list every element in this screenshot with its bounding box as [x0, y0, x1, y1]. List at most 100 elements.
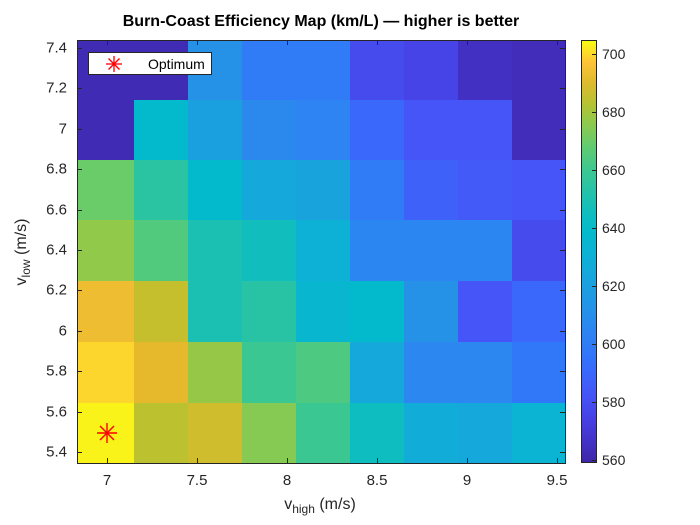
legend: Optimum: [88, 52, 212, 75]
heatmap-cell: [242, 281, 296, 342]
colorbar-tick: [592, 402, 597, 403]
y-tick-label: 6.6: [46, 201, 67, 219]
x-tick: [467, 40, 468, 45]
x-tick: [467, 458, 468, 463]
heatmap-cell: [458, 160, 512, 220]
asterisk-marker-icon: [106, 56, 122, 72]
heatmap-cell: [458, 403, 512, 463]
y-tick: [560, 412, 565, 413]
y-tick-label: 6.4: [46, 241, 67, 259]
heatmap-cell: [242, 403, 296, 463]
heatmap-cell: [458, 100, 512, 160]
x-axis-label: vhigh (m/s): [0, 496, 640, 516]
heatmap-cell: [296, 281, 350, 342]
colorbar-tick-label: 660: [602, 162, 626, 178]
x-tick: [287, 40, 288, 45]
heatmap-cell: [404, 40, 458, 100]
y-tick: [560, 129, 565, 130]
heatmap-cell: [134, 160, 188, 220]
heatmap-cell: [512, 342, 565, 403]
heatmap-cell: [404, 403, 458, 463]
heatmap-cell: [188, 342, 242, 403]
x-tick-label: 8.5: [366, 472, 388, 489]
y-tick: [77, 210, 82, 211]
y-tick: [560, 169, 565, 170]
y-tick-label: 7.4: [46, 39, 67, 57]
heatmap-cell: [512, 220, 565, 281]
y-tick-label: 6: [58, 322, 67, 340]
heatmap-cell: [458, 281, 512, 342]
heatmap-cell: [350, 403, 404, 463]
y-tick: [560, 331, 565, 332]
heatmap-cell: [404, 342, 458, 403]
heatmap-cell: [458, 220, 512, 281]
heatmap-cell: [188, 403, 242, 463]
colorbar-tick: [592, 344, 597, 345]
y-tick: [560, 48, 565, 49]
colorbar-tick-label: 580: [602, 394, 626, 410]
x-tick: [107, 458, 108, 463]
heatmap-cell: [296, 100, 350, 160]
heatmap-cell: [296, 342, 350, 403]
colorbar-tick: [592, 54, 597, 55]
optimum-marker-icon: [97, 423, 117, 443]
colorbar-tick: [592, 460, 597, 461]
heatmap-cell: [188, 220, 242, 281]
colorbar: [581, 40, 597, 463]
heatmap-cell: [242, 342, 296, 403]
y-tick: [560, 371, 565, 372]
y-tick: [560, 210, 565, 211]
heatmap-cell: [458, 342, 512, 403]
colorbar-tick: [592, 112, 597, 113]
colorbar-tick-label: 680: [602, 104, 626, 120]
heatmap-cell: [458, 40, 512, 100]
legend-label-optimum: Optimum: [148, 56, 205, 72]
chart-title: Burn-Coast Efficiency Map (km/L) — highe…: [122, 13, 520, 30]
heatmap-cell: [404, 281, 458, 342]
x-tick: [377, 458, 378, 463]
y-tick-label: 5.4: [46, 443, 67, 461]
heatmap-cell: [134, 220, 188, 281]
heatmap-cell: [350, 342, 404, 403]
y-tick: [77, 371, 82, 372]
y-tick-label: 5.8: [46, 362, 67, 380]
x-axis-label-main: v: [284, 496, 293, 513]
heatmap-plot-area: [77, 40, 565, 463]
x-axis-label-unit: (m/s): [314, 496, 356, 513]
y-tick: [560, 290, 565, 291]
heatmap-cell: [350, 100, 404, 160]
heatmap-cell: [77, 160, 134, 220]
colorbar-tick-label: 640: [602, 220, 626, 236]
x-tick: [197, 40, 198, 45]
heatmap-cell: [188, 160, 242, 220]
x-tick-label: 9.5: [546, 472, 568, 489]
heatmap-cell: [296, 403, 350, 463]
heatmap-cell: [512, 40, 565, 100]
y-tick-label: 5.6: [46, 403, 67, 421]
y-tick: [77, 331, 82, 332]
colorbar-tick-label: 600: [602, 336, 626, 352]
y-tick-label: 6.8: [46, 160, 67, 178]
colorbar-tick-label: 560: [602, 452, 626, 468]
heatmap-cell: [296, 40, 350, 100]
y-tick: [560, 452, 565, 453]
heatmap-cell: [188, 281, 242, 342]
heatmap-cell: [77, 342, 134, 403]
y-axis-label-sub: low: [19, 259, 33, 278]
x-tick: [107, 40, 108, 45]
heatmap-cell: [77, 281, 134, 342]
x-tick-label: 7.5: [186, 472, 208, 489]
heatmap-cell: [350, 40, 404, 100]
y-tick: [77, 452, 82, 453]
heatmap-cell: [242, 100, 296, 160]
heatmap-cell: [242, 40, 296, 100]
y-tick: [77, 48, 82, 49]
x-tick: [287, 458, 288, 463]
y-tick: [77, 88, 82, 89]
y-tick: [560, 88, 565, 89]
heatmap-cell: [404, 160, 458, 220]
colorbar-tick-label: 620: [602, 278, 626, 294]
y-tick-label: 7: [58, 120, 67, 138]
heatmap-cell: [134, 100, 188, 160]
